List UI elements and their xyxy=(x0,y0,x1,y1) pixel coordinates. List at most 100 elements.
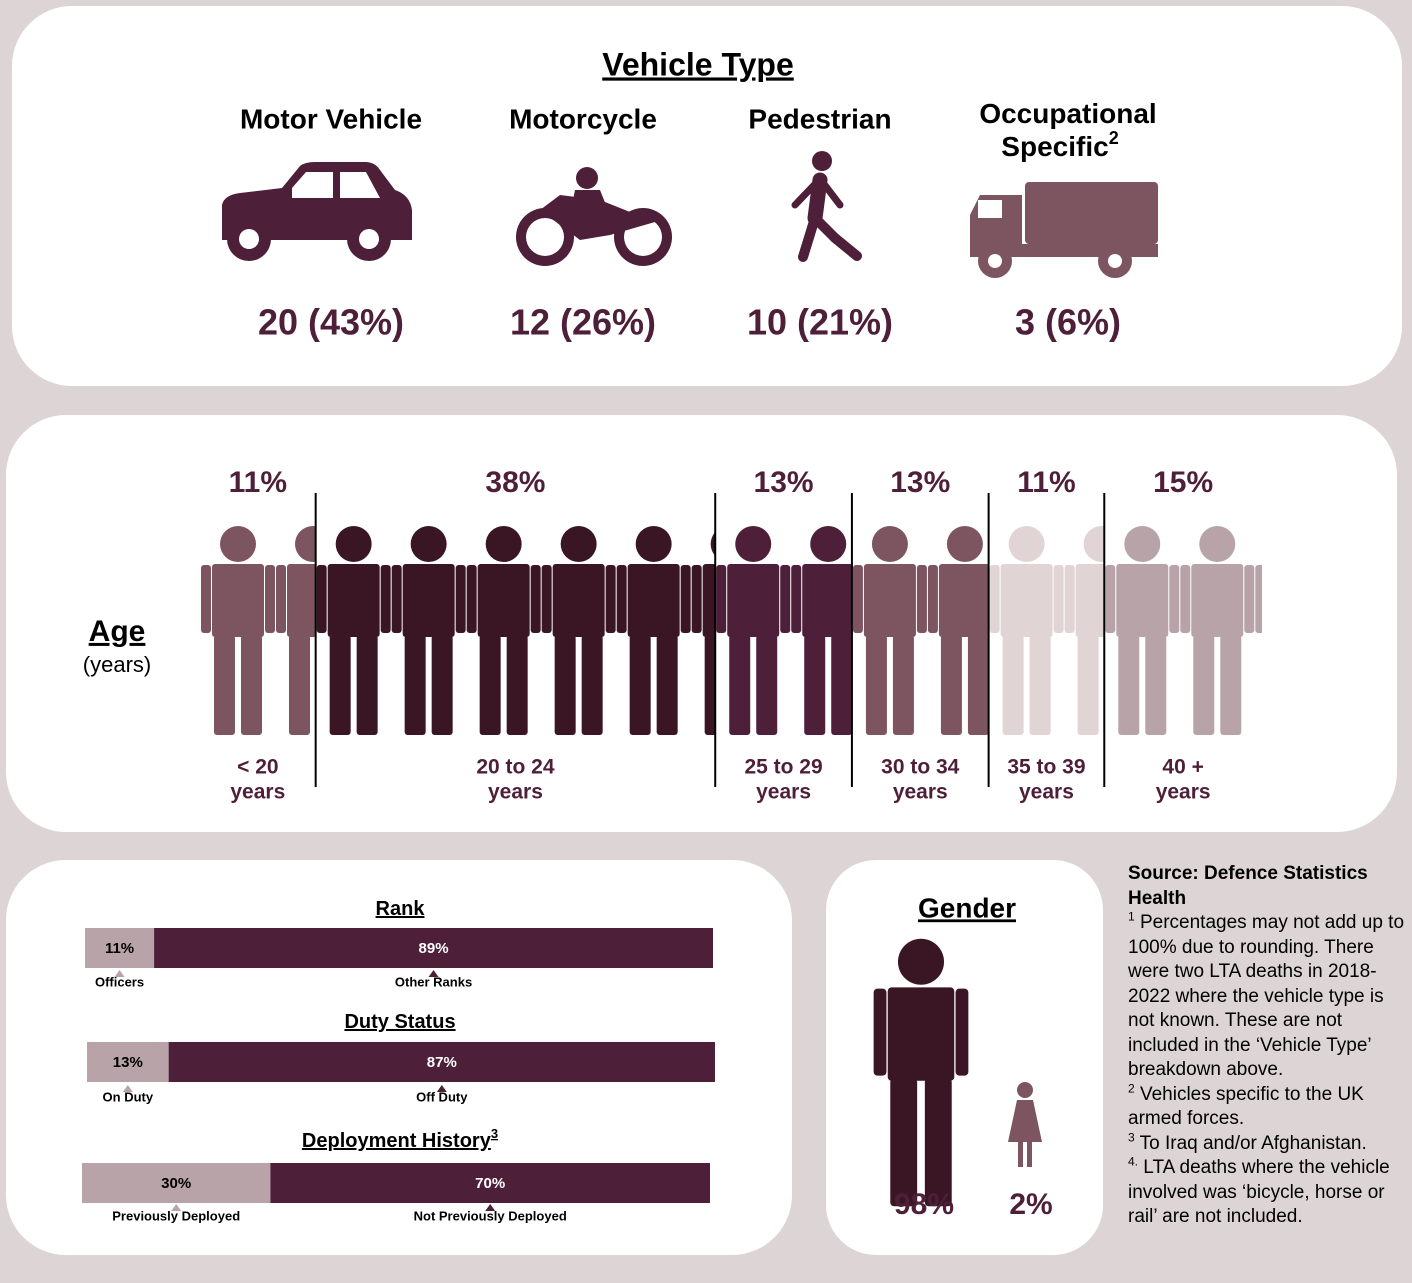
bar-label: 13% xyxy=(113,1054,143,1071)
bar-pointer xyxy=(485,1204,496,1211)
gender-percent: 98% xyxy=(894,1188,954,1221)
person-part xyxy=(554,635,576,735)
person-part xyxy=(327,564,380,637)
age-percent: 15% xyxy=(1153,466,1213,499)
person-part xyxy=(616,565,627,633)
age-range: years xyxy=(1156,781,1211,804)
person-part xyxy=(716,565,727,633)
person-part xyxy=(1220,635,1242,735)
bar-segment xyxy=(82,1163,271,1203)
person-part xyxy=(955,988,969,1076)
person-head xyxy=(335,526,372,562)
age-range: years xyxy=(893,781,948,804)
bar-name: Officers xyxy=(95,974,144,989)
female-figure xyxy=(1008,1082,1042,1167)
bar-name: Other Ranks xyxy=(395,974,472,989)
person-head xyxy=(295,526,316,562)
person-part xyxy=(629,635,651,735)
person-part xyxy=(466,565,477,633)
person-part xyxy=(1145,635,1167,735)
person-part xyxy=(1029,635,1051,735)
age-unit: (years) xyxy=(83,652,151,677)
footnote-text: LTA deaths where the vehicle involved wa… xyxy=(1128,1157,1390,1227)
person-part xyxy=(581,635,603,735)
bar-segment xyxy=(87,1042,169,1082)
person-part xyxy=(1116,564,1169,637)
footnotes: Source: Defence Statistics Health 1 Perc… xyxy=(1128,862,1410,1230)
bar-title: Deployment History3 xyxy=(302,1126,498,1152)
footnote: 3 To Iraq and/or Afghanistan. xyxy=(1128,1131,1410,1157)
footnote-text: To Iraq and/or Afghanistan. xyxy=(1139,1132,1367,1154)
vehicle-name: Pedestrian xyxy=(748,103,891,134)
person-head xyxy=(710,532,716,556)
person-part xyxy=(680,565,691,633)
age-range: 40 + xyxy=(1162,756,1203,779)
bar-segment xyxy=(85,928,155,968)
person-head xyxy=(946,526,983,562)
person-part xyxy=(967,635,989,735)
bar-name: Previously Deployed xyxy=(112,1208,240,1223)
footnote-marker: 2 xyxy=(1128,1081,1135,1096)
female-head xyxy=(1017,1082,1033,1098)
gender-title: Gender xyxy=(918,892,1016,923)
person-part xyxy=(691,565,702,633)
person-part xyxy=(316,565,327,633)
age-segment xyxy=(201,526,316,735)
person-part xyxy=(1244,565,1255,633)
person-part xyxy=(541,565,552,633)
bar-pointer xyxy=(114,970,125,977)
age-range: 30 to 34 xyxy=(881,756,960,779)
bar-title-text: Deployment History xyxy=(302,1130,492,1152)
person-part xyxy=(756,635,778,735)
person-part xyxy=(329,635,351,735)
bar-pointer xyxy=(122,1085,133,1092)
vehicle-count: 10 (21%) xyxy=(747,302,893,343)
female-leg xyxy=(1018,1142,1023,1167)
person-part xyxy=(729,635,751,735)
person-part xyxy=(455,565,466,633)
age-percent: 13% xyxy=(754,466,814,499)
person-part xyxy=(924,1078,952,1207)
person-part xyxy=(1077,635,1099,735)
person-head xyxy=(560,526,597,562)
person-part xyxy=(831,635,852,735)
car-icon xyxy=(222,162,412,261)
person-part xyxy=(780,565,791,633)
person-head xyxy=(410,526,447,562)
age-segment xyxy=(316,526,716,735)
vehicle-count: 3 (6%) xyxy=(1015,302,1121,343)
person-head xyxy=(1124,526,1161,562)
person-part xyxy=(477,564,530,637)
bar-title: Rank xyxy=(376,898,426,920)
pedestrian-icon xyxy=(791,151,862,262)
person-part xyxy=(890,1078,918,1207)
vehicle-name: Motorcycle xyxy=(509,103,657,134)
person-head xyxy=(1083,526,1105,562)
bar-name: Not Previously Deployed xyxy=(414,1208,567,1223)
person-part xyxy=(916,565,927,633)
bar-pointer xyxy=(436,1085,447,1092)
person-part xyxy=(552,564,605,637)
person-part xyxy=(989,565,1000,633)
person-head xyxy=(635,526,672,562)
bar-label: 70% xyxy=(475,1175,505,1192)
person-part xyxy=(241,635,262,735)
bar-label: 30% xyxy=(161,1175,191,1192)
age-range: 25 to 29 xyxy=(744,756,822,779)
age-segment xyxy=(989,526,1105,735)
person-part xyxy=(927,565,938,633)
person-part xyxy=(1118,635,1140,735)
person-part xyxy=(530,565,541,633)
age-range: years xyxy=(230,781,285,804)
age-range: 20 to 24 xyxy=(476,756,555,779)
footnote-text: Vehicles specific to the UK armed forces… xyxy=(1128,1083,1364,1130)
vehicle-note: 2 xyxy=(1109,128,1119,148)
person-part xyxy=(704,635,716,735)
person-part xyxy=(276,565,286,633)
person-part xyxy=(887,987,955,1081)
person-part xyxy=(289,635,310,735)
person-part xyxy=(802,564,852,637)
person-part xyxy=(863,564,916,637)
footnote: 4. LTA deaths where the vehicle involved… xyxy=(1128,1156,1410,1230)
person-part xyxy=(656,635,678,735)
